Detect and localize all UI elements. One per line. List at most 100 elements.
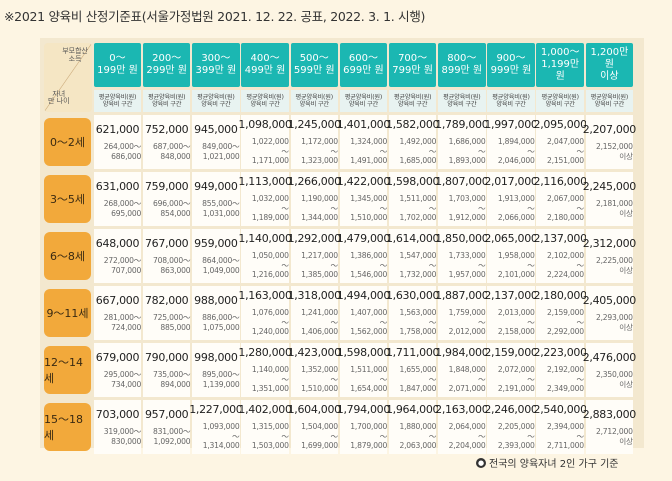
- range-high: 2,292,000: [547, 327, 584, 337]
- amount-range: 1,172,000～ 1,323,000: [301, 137, 338, 167]
- amount-range: 1,315,000～ 1,503,000: [251, 422, 289, 452]
- table-cell: 1,245,000 1,172,000～ 1,323,000: [288, 115, 341, 169]
- subheader-line2: 양육비 구간: [348, 101, 379, 108]
- amount-range: 1,345,000～ 1,510,000: [350, 194, 387, 224]
- average-amount: 2,207,000: [582, 122, 637, 136]
- amount-range: 1,913,000～ 2,066,000: [497, 194, 535, 224]
- range-high: 1,189,000: [251, 213, 289, 223]
- range-low: 319,000～: [103, 426, 142, 436]
- average-amount: 949,000: [194, 179, 238, 193]
- average-amount: 1,964,000: [385, 402, 440, 416]
- amount-range: 1,511,000～ 1,654,000: [350, 365, 387, 395]
- range-high: 이상: [619, 265, 633, 275]
- table-cell: 1,494,000 1,407,000～ 1,562,000: [337, 286, 390, 340]
- table-cell: 1,280,000 1,140,000～ 1,351,000: [238, 343, 292, 397]
- amount-range: 1,492,000～ 1,685,000: [399, 137, 436, 167]
- range-low: 849,000～: [202, 141, 240, 151]
- average-amount: 2,116,000: [533, 174, 588, 188]
- income-bracket-line1: 600～: [348, 53, 378, 65]
- range-high: 1,021,000: [202, 151, 240, 161]
- amount-range: 696,000～ 854,000: [153, 199, 191, 219]
- range-low: 1,093,000～: [202, 421, 240, 441]
- table-cell: 2,065,000 1,958,000～ 2,101,000: [484, 229, 538, 283]
- average-amount: 1,807,000: [435, 174, 489, 188]
- range-high: 2,224,000: [547, 270, 584, 280]
- range-high: 2,063,000: [399, 441, 437, 451]
- income-bracket-line1: 400～: [250, 53, 280, 65]
- subheader-line1: 평균양육비(원): [393, 93, 432, 101]
- range-high: 1,216,000: [251, 270, 289, 280]
- range-low: 2,350,000: [595, 369, 633, 379]
- table-cell: 2,095,000 2,047,000～ 2,151,000: [534, 115, 587, 169]
- range-low: 725,000～: [152, 312, 191, 322]
- range-high: 1,912,000: [448, 213, 486, 223]
- subheader-line2: 양육비 구간: [299, 101, 329, 108]
- average-amount: 1,422,000: [336, 174, 391, 188]
- range-high: 1,314,000: [202, 441, 240, 451]
- table-cell: 2,163,000 2,064,000～ 2,204,000: [435, 400, 489, 454]
- subheader-line1: 평균양육비(원): [541, 93, 579, 101]
- range-high: 1,893,000: [448, 156, 486, 166]
- table-cell: 2,207,000 2,152,000 이상: [582, 115, 637, 169]
- amount-range: 2,159,000～ 2,292,000: [546, 308, 584, 338]
- column-subheader: 평균양육비(원) 양육비 구간: [142, 90, 191, 112]
- range-high: 1,031,000: [202, 208, 240, 218]
- amount-range: 1,352,000～ 1,510,000: [301, 365, 338, 395]
- table-cell: 2,540,000 2,394,000～ 2,711,000: [534, 400, 587, 454]
- table-cell: 2,405,000 2,293,000 이상: [583, 286, 636, 340]
- range-high: 1,562,000: [350, 327, 388, 337]
- range-high: 1,351,000: [251, 384, 289, 394]
- range-high: 이상: [619, 151, 633, 161]
- amount-range: 2,181,000 이상: [596, 199, 633, 219]
- table-cell: 1,163,000 1,076,000～ 1,240,000: [238, 286, 292, 340]
- amount-range: 849,000～ 1,021,000: [202, 141, 240, 162]
- range-high: 1,685,000: [399, 156, 437, 166]
- table-cell: 782,000 725,000～ 885,000: [142, 286, 191, 340]
- average-amount: 1,227,000: [189, 402, 243, 416]
- range-high: 1,075,000: [202, 322, 240, 332]
- average-amount: 1,098,000: [238, 117, 292, 131]
- amount-range: 831,000～ 1,092,000: [153, 427, 191, 447]
- table-cell: 1,113,000 1,032,000～ 1,189,000: [238, 172, 292, 226]
- footnote: ● 전국의 양육자녀 2인 가구 기준: [476, 455, 618, 470]
- amount-range: 2,152,000 이상: [596, 142, 633, 162]
- amount-range: 895,000～ 1,139,000: [202, 370, 240, 390]
- amount-range: 1,190,000～ 1,344,000: [301, 194, 338, 224]
- average-amount: 1,266,000: [287, 174, 342, 188]
- range-high: 1,344,000: [301, 213, 338, 223]
- range-high: 1,699,000: [301, 441, 338, 451]
- table-cell: 959,000 864,000～ 1,049,000: [192, 229, 240, 283]
- amount-range: 687,000～ 848,000: [153, 142, 191, 162]
- table-cell: 2,180,000 2,159,000～ 2,292,000: [534, 286, 587, 340]
- average-amount: 1,887,000: [435, 288, 489, 302]
- amount-range: 1,386,000～ 1,546,000: [350, 251, 387, 281]
- amount-range: 1,407,000～ 1,562,000: [350, 308, 387, 338]
- income-bracket-header: 1,200만 원 이상: [585, 43, 634, 87]
- subheader-line2: 양육비 구간: [152, 101, 182, 108]
- range-high: 1,139,000: [202, 379, 240, 389]
- subheader-line1: 평균양육비(원): [295, 93, 334, 101]
- average-amount: 2,476,000: [582, 350, 637, 364]
- table-cell: 1,423,000 1,352,000～ 1,510,000: [288, 343, 341, 397]
- range-low: 295,000～: [103, 369, 142, 379]
- amount-range: 1,022,000～ 1,171,000: [251, 137, 289, 167]
- average-amount: 1,318,000: [287, 288, 342, 302]
- amount-range: 1,140,000～ 1,351,000: [251, 365, 289, 395]
- range-high: 1,049,000: [202, 265, 240, 275]
- amount-range: 2,047,000～ 2,151,000: [546, 137, 584, 167]
- income-bracket-line2: 199만 원: [97, 65, 138, 76]
- table-cell: 703,000 319,000～ 830,000: [93, 400, 142, 454]
- average-amount: 945,000: [194, 122, 238, 136]
- amount-range: 1,700,000～ 1,879,000: [350, 422, 387, 452]
- table-cell: 2,246,000 2,205,000～ 2,393,000: [484, 400, 538, 454]
- average-amount: 998,000: [194, 350, 238, 364]
- amount-range: 1,894,000～ 2,046,000: [497, 137, 535, 167]
- range-high: 885,000: [160, 322, 191, 332]
- income-axis-label: 부모합산 소득: [62, 47, 88, 63]
- table-cell: 2,245,000 2,181,000 이상: [582, 172, 637, 226]
- age-group-label: 12～14세: [44, 346, 91, 394]
- amount-range: 855,000～ 1,031,000: [202, 199, 240, 219]
- range-high: 854,000: [160, 208, 191, 218]
- average-amount: 2,245,000: [582, 179, 637, 193]
- income-bracket-line2: 999만 원: [490, 65, 532, 76]
